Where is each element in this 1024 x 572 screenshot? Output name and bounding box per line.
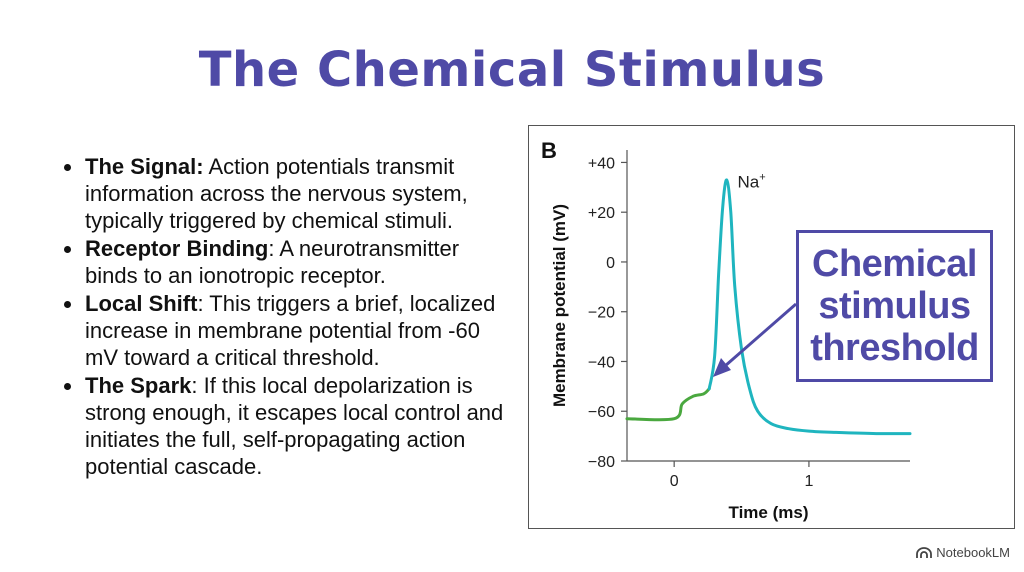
x-axis-label: Time (ms) (729, 503, 809, 522)
y-tick-label: +20 (588, 205, 615, 222)
threshold-callout-text: Chemical stimulus threshold (810, 243, 979, 369)
y-tick-label: −80 (588, 454, 615, 471)
sodium-annotation: Na+ (738, 171, 766, 191)
panel-label: B (541, 138, 557, 163)
membrane-potential-chart: B +40 +20 0 −20 −40 −60 −80 0 1 Time (ms) Membrane … (541, 138, 912, 522)
notebooklm-logo-icon (916, 546, 933, 558)
threshold-callout-box: Chemical stimulus threshold (796, 230, 993, 382)
stimulus-series-line (625, 387, 711, 422)
bullet-item: The Signal: Action potentials transmit i… (62, 153, 517, 234)
watermark-text: NotebookLM (936, 545, 1010, 560)
y-tick-label: −20 (588, 305, 615, 322)
bullet-term: The Signal: (85, 154, 204, 179)
y-tick-label: −60 (588, 404, 615, 421)
x-tick-label: 1 (804, 473, 813, 490)
x-tick-label: 0 (670, 473, 679, 490)
bullet-term: Local Shift (85, 291, 198, 316)
bullet-text: : If this local depolarization is strong… (85, 373, 504, 479)
bullet-text: Action potentials transmit information a… (85, 154, 468, 233)
bullet-text: : This triggers a brief, localized incre… (85, 291, 496, 370)
y-tick-label: +40 (588, 155, 615, 172)
bullet-item: Receptor Binding: A neurotransmitter bin… (62, 235, 517, 289)
callout-arrow-line (724, 302, 797, 368)
y-tick-label: −40 (588, 354, 615, 371)
bullet-term: The Spark (85, 373, 192, 398)
action-potential-series-line (707, 178, 912, 436)
bullet-list: The Signal: Action potentials transmit i… (62, 153, 517, 481)
notebooklm-watermark: NotebookLM (916, 545, 1010, 560)
bullet-item: Local Shift: This triggers a brief, loca… (62, 290, 517, 371)
y-tick-label: 0 (606, 255, 615, 272)
bullet-term: Receptor Binding (85, 236, 269, 261)
callout-arrow-head (713, 358, 731, 377)
bullet-text: : A neurotransmitter binds to an ionotro… (85, 236, 460, 288)
bullet-item: The Spark: If this local depolarization … (62, 372, 517, 480)
y-axis-label: Membrane potential (mV) (550, 204, 569, 407)
slide-title: The Chemical Stimulus (198, 42, 826, 98)
